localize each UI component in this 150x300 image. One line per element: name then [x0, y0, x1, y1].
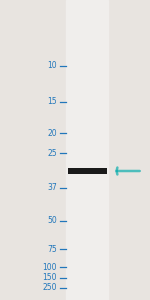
Text: 37: 37: [47, 183, 57, 192]
Text: 250: 250: [42, 284, 57, 292]
Text: 50: 50: [47, 216, 57, 225]
Bar: [66, 0, 108, 300]
Text: 25: 25: [47, 148, 57, 158]
Text: 10: 10: [47, 61, 57, 70]
Text: 150: 150: [42, 273, 57, 282]
Text: 100: 100: [42, 262, 57, 272]
Bar: [68, 168, 106, 174]
Text: 15: 15: [47, 98, 57, 106]
Text: 20: 20: [47, 129, 57, 138]
Text: 75: 75: [47, 244, 57, 253]
